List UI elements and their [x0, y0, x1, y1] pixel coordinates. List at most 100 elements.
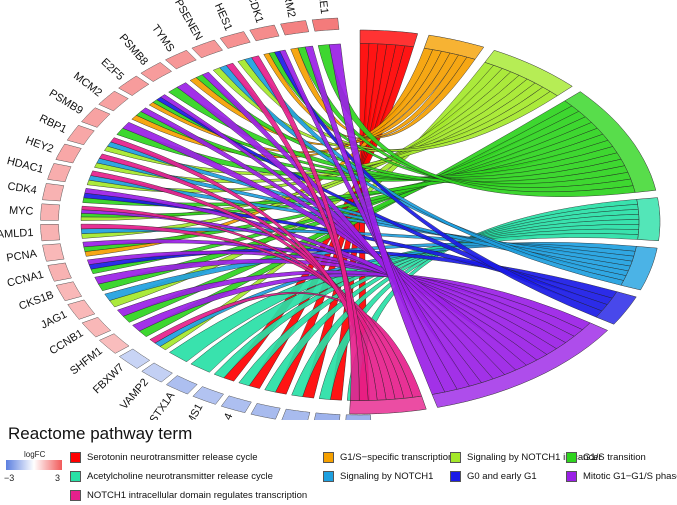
legend-swatch [450, 452, 461, 463]
gene-arc-vamp2 [141, 362, 173, 383]
gene-arc-mcm2 [98, 90, 129, 112]
gene-label-rab3a: RAB3A [244, 419, 267, 420]
gene-arc-psmb9 [81, 107, 111, 128]
legend-item-acetylcholine-neurotransmitter-release-cycle: Acetylcholine neurotransmitter release c… [70, 471, 273, 482]
gene-arc-cks1b [55, 281, 83, 302]
gene-label-cdk1: CDK1 [245, 0, 265, 25]
gene-arc-myc [40, 203, 60, 221]
logfc-max-label: 3 [55, 473, 61, 483]
legend-label: Signaling by NOTCH1 in cancer [467, 452, 602, 463]
logfc-title: logFC [24, 450, 46, 459]
gene-arc-e2f5 [118, 75, 150, 96]
gene-arc-ccnb1 [81, 317, 112, 338]
chord-ribbons [80, 43, 640, 401]
legend-label: G0 and early G1 [467, 471, 537, 482]
gene-arc-syt1 [345, 414, 372, 420]
gene-arc-ppfia4 [220, 395, 252, 413]
term-arc-g0-and-early-g1 [595, 291, 637, 325]
gene-arc-shfm1 [98, 333, 130, 354]
gene-arc-rrm2 [280, 20, 310, 36]
gene-arc-cdk1 [249, 24, 280, 42]
gene-label-ppfia4: PPFIA4 [209, 412, 235, 420]
term-arc-g1-s-specific-transcription [423, 34, 485, 60]
gene-label-cdk4: CDK4 [7, 180, 38, 196]
legend-item-g1-s-specific-transcription: G1/S−specific transcription [323, 452, 453, 463]
gene-arc-psmb8 [140, 62, 173, 82]
gene-label-tyms: TYMS [149, 23, 176, 55]
gene-label-shfm1: SHFM1 [68, 345, 105, 377]
legend-swatch [323, 452, 334, 463]
gene-label-rims1: RIMS1 [179, 402, 206, 420]
gene-arc-rbp1 [66, 125, 95, 146]
gene-label-e2f5: E2F5 [99, 56, 126, 83]
legend-item-signaling-by-notch1: Signaling by NOTCH1 [323, 471, 433, 482]
legend-label: Mitotic G1−G1/S phases [583, 471, 677, 482]
legend-label: G1/S−specific transcription [340, 452, 454, 463]
gene-label-ccnb1: CCNB1 [48, 327, 86, 357]
logfc-min-label: −3 [4, 473, 15, 483]
legend-item-g0-and-early-g1: G0 and early G1 [450, 471, 537, 482]
term-arc-mitotic-g1-g1-s-phases [431, 322, 609, 408]
gene-label-rrm2: RRM2 [279, 0, 297, 19]
gene-label-vamp2: VAMP2 [118, 377, 151, 412]
gene-arc-rims1 [192, 386, 225, 405]
legend-swatch [70, 452, 81, 463]
legend-swatch [566, 452, 577, 463]
legend-item-notch1-intracellular-domain-regulates-transcription: NOTCH1 intracellular domain regulates tr… [70, 490, 307, 501]
gene-arc-hes1 [219, 31, 251, 49]
term-arcs [349, 29, 661, 415]
gene-arc-stx1a [165, 375, 198, 395]
gene-arc-wee1 [311, 17, 340, 32]
legend-swatch [70, 471, 81, 482]
gene-label-cks1b: CKS1B [17, 289, 55, 313]
legend-label: G1/S transition [583, 452, 646, 463]
logfc-colorbar: logFC −3 3 [4, 450, 66, 486]
gene-label-hes1: HES1 [212, 2, 235, 33]
gene-label-hey2: HEY2 [24, 134, 55, 155]
legend-item-serotonin-neurotransmitter-release-cycle: Serotonin neurotransmitter release cycle [70, 452, 258, 463]
gene-arc-hey2 [55, 143, 82, 164]
gene-label-ccna1: CCNA1 [6, 269, 45, 290]
gene-arc-stxbp1 [281, 408, 311, 420]
term-arc-serotonin-neurotransmitter-release-cycle [359, 29, 419, 48]
gene-arc-snap25 [314, 412, 341, 420]
term-arc-signaling-by-notch1-in-cancer [484, 50, 573, 97]
legend-item-signaling-by-notch1-in-cancer: Signaling by NOTCH1 in cancer [450, 452, 602, 463]
legend-swatch [450, 471, 461, 482]
legend-swatch [566, 471, 577, 482]
term-arc-acetylcholine-neurotransmitter-release-cycle [636, 197, 661, 242]
ribbon-ccnb1-mitotic-g1-g1-s-phases [117, 270, 583, 337]
gene-arc-mamld1 [40, 224, 61, 242]
gene-label-mamld1: MAMLD1 [0, 227, 34, 241]
legend-title: Reactome pathway term [8, 424, 193, 443]
legend-swatch [70, 490, 81, 501]
gene-label-stx1a: STX1A [148, 389, 178, 420]
term-arc-signaling-by-notch1 [620, 246, 658, 291]
legend-swatch [323, 471, 334, 482]
gene-label-rbp1: RBP1 [37, 113, 68, 136]
legend-item-g1-s-transition: G1/S transition [566, 452, 646, 463]
gene-label-psmb9: PSMB9 [47, 87, 85, 117]
gene-label-hdac1: HDAC1 [6, 155, 45, 176]
gene-arc-cdk4 [42, 183, 65, 202]
gene-arc-tyms [164, 50, 197, 70]
gene-label-fbxw7: FBXW7 [91, 361, 127, 396]
gene-arc-hdac1 [47, 163, 72, 183]
term-arc-g1-s-transition [564, 91, 657, 193]
term-arc-notch1-intracellular-domain-regulates-transcription [349, 395, 427, 415]
gene-arc-fbxw7 [118, 348, 151, 369]
legend-label: Acetylcholine neurotransmitter release c… [87, 471, 273, 482]
gene-arcs [40, 17, 372, 420]
legend-label: Signaling by NOTCH1 [340, 471, 434, 482]
gene-label-jag1: JAG1 [39, 309, 69, 332]
legend-item-mitotic-g1-g1-s-phases: Mitotic G1−G1/S phases [566, 471, 677, 482]
gene-arc-rab3a [250, 403, 281, 420]
legend-label: Serotonin neurotransmitter release cycle [87, 452, 258, 463]
gene-label-pcna: PCNA [6, 248, 39, 265]
gene-label-psenen: PSENEN [172, 0, 205, 43]
gene-arc-pcna [42, 243, 65, 262]
gene-arc-ccna1 [47, 262, 72, 282]
legend-label: NOTCH1 intracellular domain regulates tr… [87, 490, 308, 501]
chord-diagram: SYT1SNAP25STXBP1RAB3APPFIA4RIMS1STX1AVAM… [0, 0, 661, 420]
gene-label-psmb8: PSMB8 [117, 32, 151, 68]
